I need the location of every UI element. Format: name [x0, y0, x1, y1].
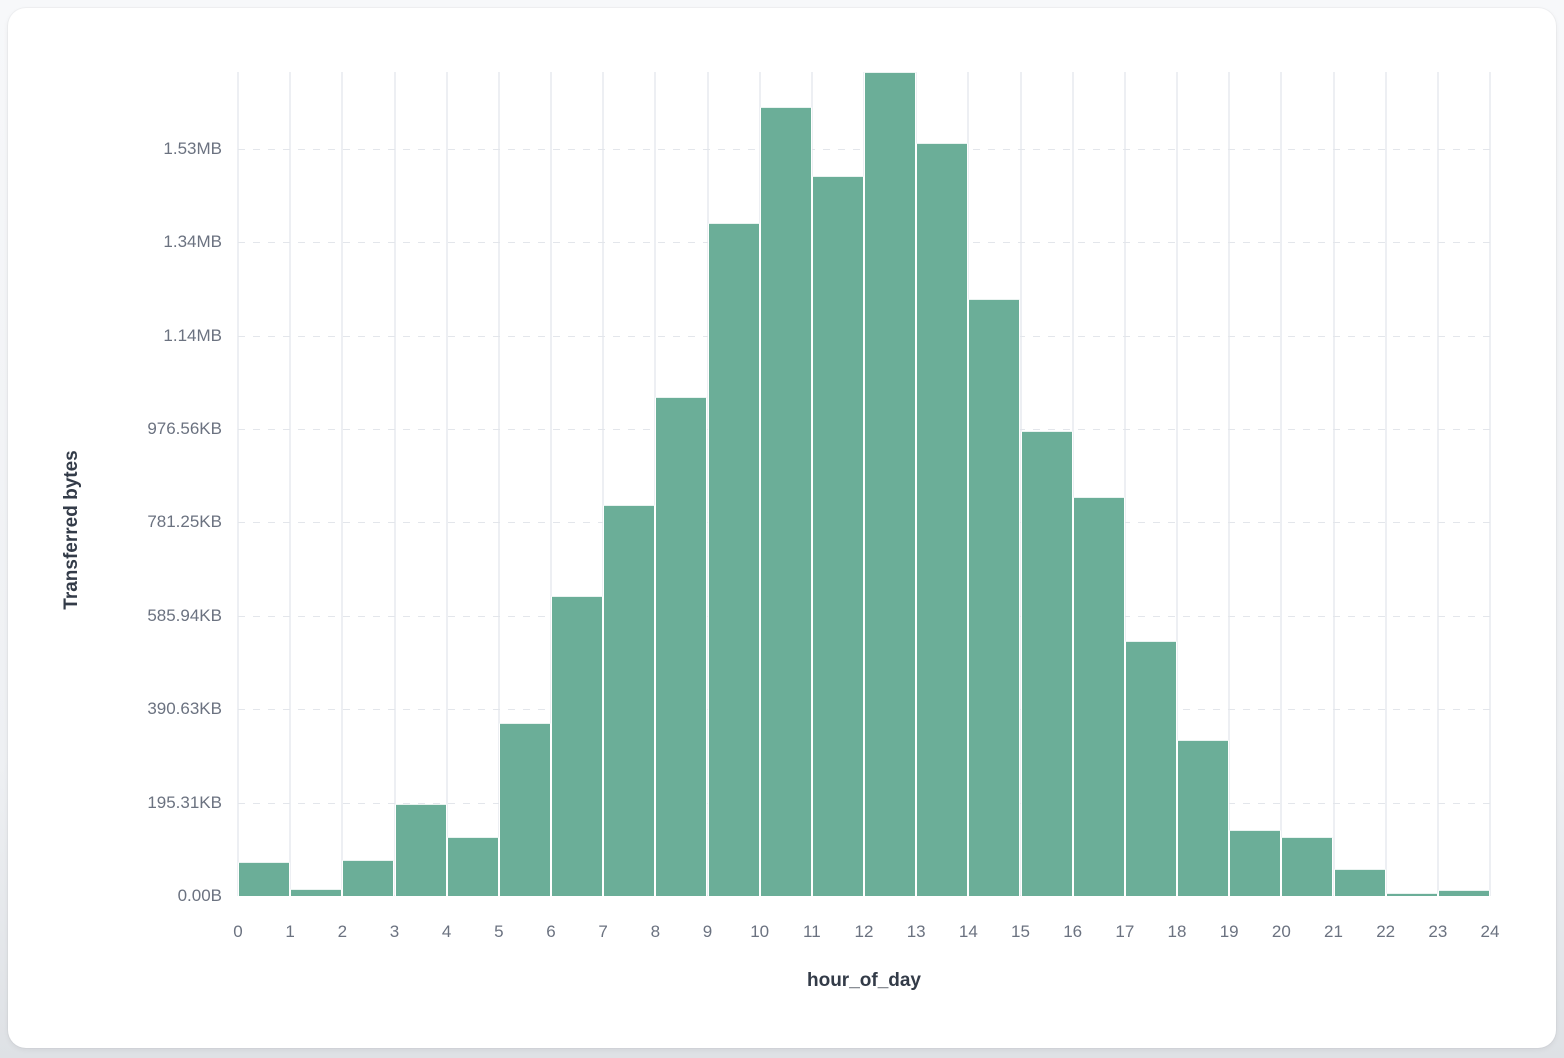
- x-tick-label: 9: [702, 922, 713, 941]
- v-gridline: [1332, 72, 1335, 896]
- x-axis-title: hour_of_day: [806, 970, 922, 991]
- y-tick-label: 195.31KB: [147, 792, 222, 812]
- x-tick-label: 3: [389, 922, 400, 941]
- x-tick-label: 1: [285, 922, 295, 941]
- x-tick-label: 22: [1376, 922, 1396, 941]
- v-gridline: [445, 72, 448, 896]
- v-gridline: [393, 72, 396, 896]
- bar-hour-3[interactable]: [394, 804, 447, 896]
- v-gridline: [1384, 72, 1387, 896]
- x-tick-label: 10: [750, 922, 770, 941]
- x-tick-label: 20: [1271, 922, 1291, 941]
- x-tick-label: 18: [1167, 922, 1187, 941]
- x-tick-label: 14: [958, 922, 978, 941]
- v-gridline: [1228, 72, 1231, 896]
- v-gridline: [1123, 72, 1126, 896]
- x-tick-label: 7: [598, 922, 608, 941]
- x-tick-label: 11: [803, 922, 821, 941]
- bar-hour-14[interactable]: [968, 298, 1021, 896]
- v-gridline: [237, 72, 239, 896]
- bar-hour-13[interactable]: [916, 142, 969, 896]
- bar-hour-21[interactable]: [1333, 868, 1386, 896]
- bar-hour-2[interactable]: [342, 859, 395, 896]
- x-tick-label: 13: [906, 922, 926, 941]
- y-tick-label: 1.34MB: [163, 232, 222, 252]
- bar-hour-12[interactable]: [864, 72, 917, 896]
- bar-hour-16[interactable]: [1072, 496, 1125, 896]
- bar-hour-0[interactable]: [238, 861, 291, 896]
- bar-hour-15[interactable]: [1020, 431, 1073, 896]
- y-tick-label: 390.63KB: [147, 699, 222, 719]
- y-tick-label: 1.14MB: [163, 325, 222, 345]
- bar-hour-9[interactable]: [707, 222, 760, 896]
- chart-card: Transferred bytes 0.00B 195.31KB 390.63KB 5…: [8, 8, 1556, 1048]
- bar-hour-8[interactable]: [655, 397, 708, 896]
- y-tick-label: 781.25KB: [147, 512, 222, 532]
- histogram-chart: Transferred bytes 0.00B 195.31KB 390.63KB 5…: [8, 8, 1556, 1048]
- y-tick-label: 585.94KB: [147, 605, 222, 625]
- bar-hour-17[interactable]: [1124, 640, 1177, 896]
- bar-hour-1[interactable]: [290, 888, 343, 896]
- x-tick-label: 2: [337, 922, 348, 941]
- v-gridline: [497, 72, 500, 896]
- x-tick-label: 21: [1324, 922, 1343, 941]
- plot-area: [237, 72, 1491, 896]
- bar-hour-22[interactable]: [1385, 893, 1438, 896]
- y-tick-label: 976.56KB: [147, 418, 222, 438]
- bar-hour-18[interactable]: [1177, 740, 1230, 896]
- bar-hour-23[interactable]: [1437, 890, 1490, 896]
- bar-hour-7[interactable]: [603, 504, 656, 896]
- v-gridline: [550, 72, 552, 896]
- v-gridline: [602, 72, 605, 896]
- bar-hour-19[interactable]: [1229, 830, 1282, 896]
- x-tick-label: 12: [854, 922, 874, 941]
- bar-hour-6[interactable]: [551, 596, 604, 896]
- bar-hour-11[interactable]: [811, 176, 864, 896]
- x-tick-label: 19: [1219, 922, 1239, 941]
- y-tick-label: 0.00B: [177, 886, 222, 905]
- x-tick-label: 16: [1063, 922, 1083, 941]
- v-gridline: [289, 72, 292, 896]
- x-tick-label: 15: [1011, 922, 1030, 941]
- x-tick-label: 23: [1428, 922, 1448, 941]
- x-tick-label: 0: [233, 922, 243, 941]
- x-tick-label: 17: [1115, 922, 1135, 941]
- x-tick-label: 24: [1480, 922, 1500, 941]
- x-tick-label: 8: [650, 922, 661, 941]
- bar-hour-20[interactable]: [1281, 836, 1334, 896]
- y-tick-label: 1.53MB: [163, 138, 222, 158]
- v-gridline: [1489, 72, 1491, 896]
- bar-hour-5[interactable]: [498, 723, 551, 896]
- x-tick-label: 6: [546, 922, 556, 941]
- x-tick-label: 4: [441, 922, 452, 941]
- v-gridline: [1176, 72, 1178, 896]
- bar-hour-4[interactable]: [446, 836, 499, 896]
- v-gridline: [1436, 72, 1439, 896]
- x-tick-label: 5: [494, 922, 504, 941]
- v-gridline: [341, 72, 344, 896]
- v-gridline: [1280, 72, 1283, 896]
- bar-hour-10[interactable]: [759, 107, 812, 896]
- v-gridline: [1071, 72, 1074, 896]
